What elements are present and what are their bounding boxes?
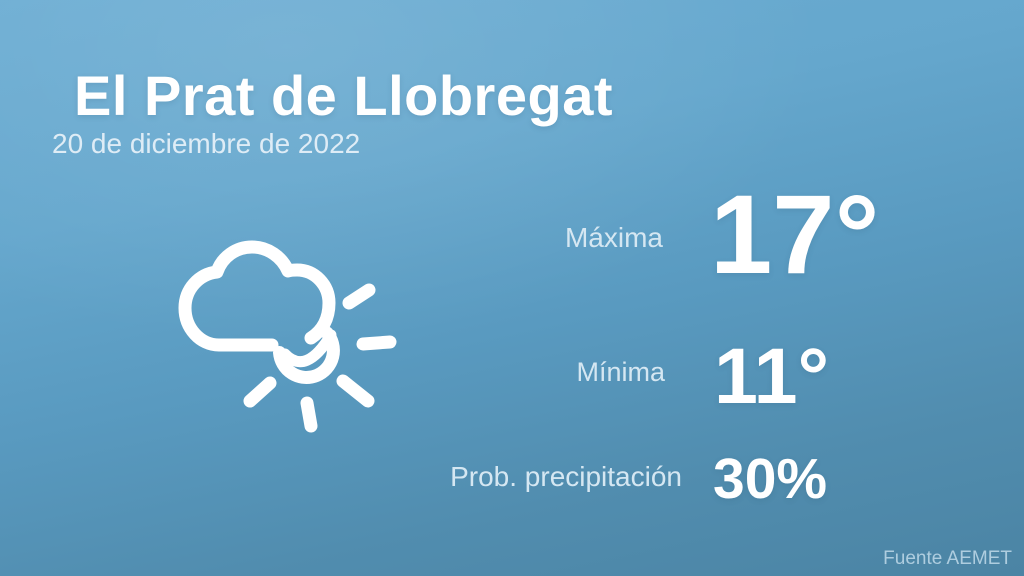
page-title: El Prat de Llobregat xyxy=(74,64,613,127)
sun-ray-e xyxy=(356,335,397,351)
cloud-shape xyxy=(178,240,336,352)
sun-ray-sw xyxy=(243,376,277,408)
max-temp-value: 17° xyxy=(710,172,880,297)
sun-ray-se xyxy=(336,374,375,408)
date-subtitle: 20 de diciembre de 2022 xyxy=(52,128,361,159)
sun-ray-s xyxy=(300,396,318,433)
sun-behind-cloud-icon xyxy=(172,240,402,440)
min-temp-label: Mínima xyxy=(576,357,665,387)
sun-ray-ne xyxy=(342,283,376,310)
precipitation-label: Prob. precipitación xyxy=(450,461,682,492)
sun-arc xyxy=(273,326,340,384)
source-credit: Fuente AEMET xyxy=(883,548,1012,569)
precipitation-value: 30% xyxy=(713,447,828,511)
max-temp-label: Máxima xyxy=(564,222,663,253)
min-temp-value: 11° xyxy=(714,331,830,420)
sun-crescent xyxy=(279,329,337,368)
